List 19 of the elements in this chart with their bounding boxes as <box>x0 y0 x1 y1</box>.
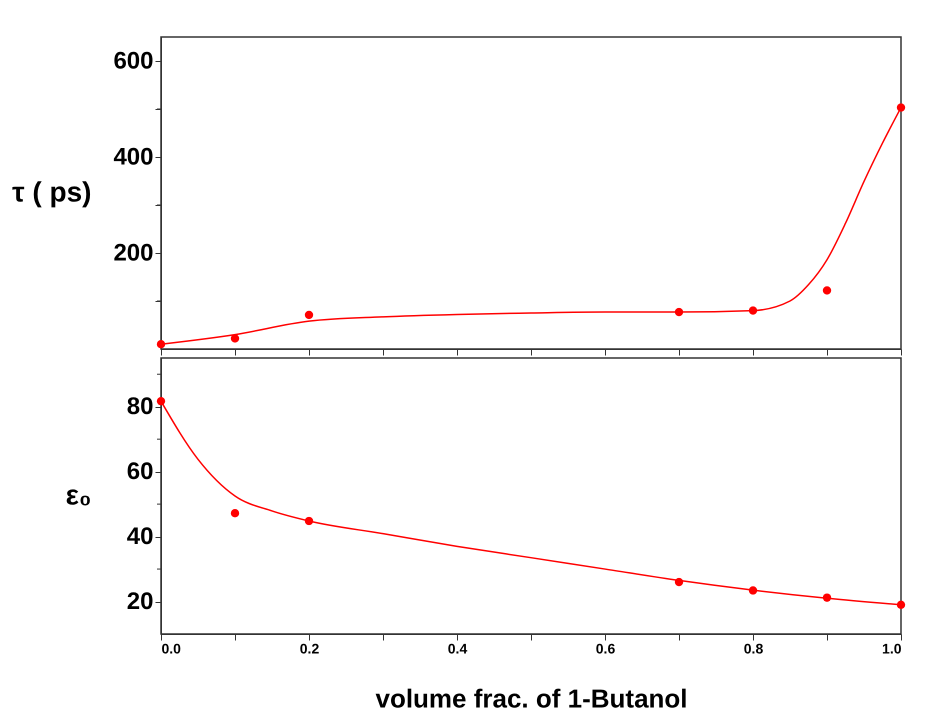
y-tick-label: 60 <box>126 458 154 486</box>
y-tick-label: 600 <box>113 48 154 74</box>
x-axis-title: volume frac. of 1-Butanol <box>375 684 688 714</box>
x-tick-label: 1.0 <box>882 640 902 656</box>
x-tick-label: 0.2 <box>300 640 320 656</box>
y-tick-label: 400 <box>113 144 154 170</box>
y-tick-label: 40 <box>126 523 154 550</box>
x-tick-label: 0.4 <box>448 640 468 656</box>
point <box>304 310 314 320</box>
point <box>822 286 832 295</box>
y-tick-label: 20 <box>126 588 154 616</box>
x-tick-label: 0.8 <box>744 640 764 656</box>
x-tick-label: 0.0 <box>162 640 182 656</box>
y-axis-title: τ ( ps) <box>12 176 92 208</box>
y-tick-label: 200 <box>113 240 154 266</box>
point <box>230 334 240 343</box>
y-axis-title: ε₀ <box>66 480 92 510</box>
y-tick-label: 80 <box>126 393 154 420</box>
x-tick-label: 0.6 <box>596 640 616 656</box>
